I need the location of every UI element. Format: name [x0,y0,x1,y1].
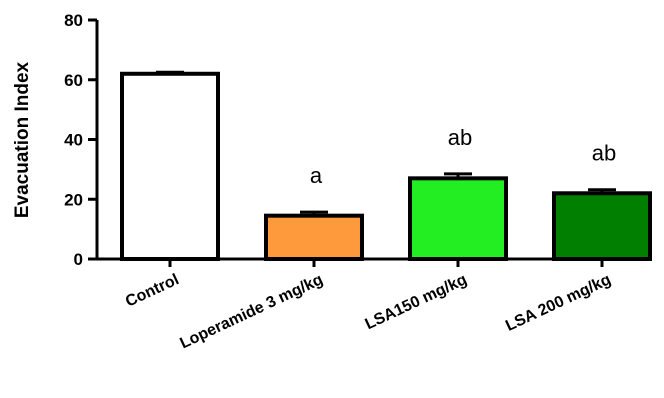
y-tick-label: 40 [64,131,83,150]
x-tick-label: Control [123,271,182,310]
y-axis: 0 20 40 60 80 [64,11,99,269]
bars [120,70,652,262]
x-tick-label: LSA150 mg/kg [363,271,470,333]
significance-label: a [310,163,323,188]
significance-label: ab [592,141,616,166]
y-axis-label: Evacuation Index [12,61,33,218]
significance-label: ab [448,125,472,150]
bar [120,71,220,262]
y-tick-label: 0 [74,250,83,269]
bar [264,213,364,261]
x-tick-label: Loperamide 3 mg/kg [177,271,325,352]
y-tick-label: 60 [64,71,83,90]
bar [408,176,508,261]
y-tick-label: 80 [64,11,83,30]
x-tick-label: LSA 200 mg/kg [503,271,614,335]
bar [552,191,652,261]
y-tick-label: 20 [64,190,83,209]
